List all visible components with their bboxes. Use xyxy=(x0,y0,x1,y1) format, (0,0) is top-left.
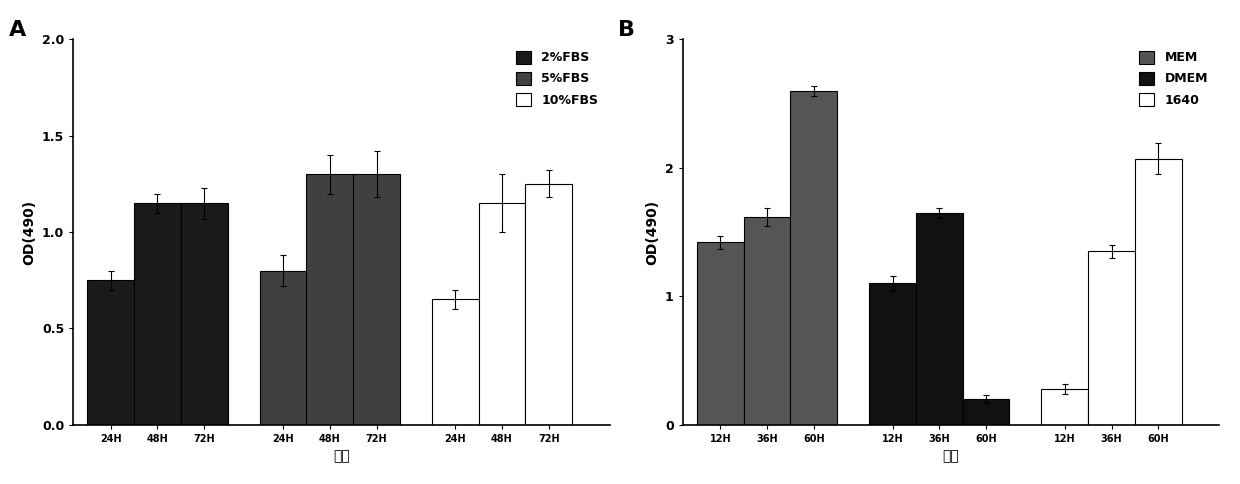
Text: B: B xyxy=(619,20,635,40)
Bar xyxy=(1135,159,1182,424)
X-axis label: 时间: 时间 xyxy=(334,449,350,463)
Bar xyxy=(259,271,306,424)
Bar xyxy=(916,213,962,424)
Bar xyxy=(790,91,837,424)
Y-axis label: OD(490): OD(490) xyxy=(22,199,36,265)
Bar xyxy=(1042,389,1089,424)
Bar xyxy=(353,174,399,424)
Bar xyxy=(1089,251,1135,424)
Bar xyxy=(744,217,790,424)
Bar xyxy=(869,283,916,424)
Bar xyxy=(134,203,181,424)
Bar xyxy=(87,280,134,424)
X-axis label: 时间: 时间 xyxy=(942,449,960,463)
Legend: 2%FBS, 5%FBS, 10%FBS: 2%FBS, 5%FBS, 10%FBS xyxy=(511,45,604,112)
Bar xyxy=(306,174,353,424)
Y-axis label: OD(490): OD(490) xyxy=(646,199,660,265)
Bar xyxy=(479,203,526,424)
Bar xyxy=(962,399,1009,424)
Bar xyxy=(697,242,744,424)
Bar xyxy=(181,203,228,424)
Bar xyxy=(526,184,572,424)
Text: A: A xyxy=(9,20,26,40)
Bar xyxy=(432,300,479,424)
Legend: MEM, DMEM, 1640: MEM, DMEM, 1640 xyxy=(1135,45,1213,112)
